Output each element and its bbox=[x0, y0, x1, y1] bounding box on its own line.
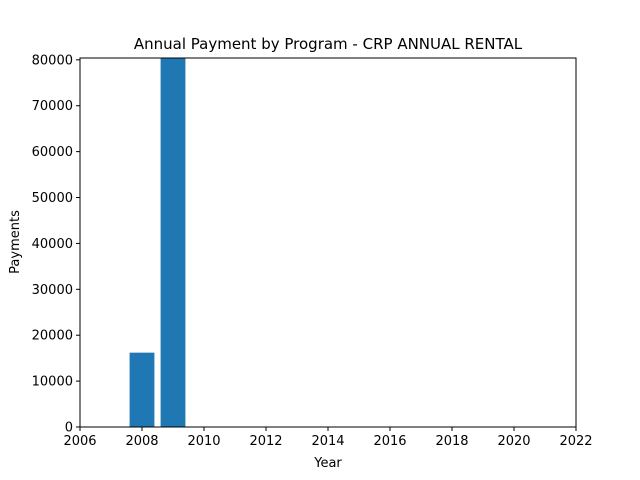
y-tick-label: 40000 bbox=[32, 237, 73, 252]
x-tick-label: 2018 bbox=[435, 434, 468, 449]
y-tick-label: 30000 bbox=[32, 283, 73, 298]
x-tick-label: 2020 bbox=[497, 434, 530, 449]
x-axis-label: Year bbox=[313, 456, 342, 471]
y-tick-label: 20000 bbox=[32, 329, 73, 344]
plot-frame bbox=[79, 57, 577, 428]
x-tick-label: 2006 bbox=[63, 434, 96, 449]
y-tick-label: 0 bbox=[65, 421, 73, 436]
bar-2009 bbox=[160, 58, 186, 427]
x-tick-label: 2022 bbox=[559, 434, 592, 449]
bars-group bbox=[129, 58, 186, 427]
chart-title: Annual Payment by Program - CRP ANNUAL R… bbox=[134, 35, 523, 53]
x-tick-label: 2016 bbox=[373, 434, 406, 449]
bar-2008 bbox=[129, 352, 155, 427]
x-tick-label: 2014 bbox=[311, 434, 344, 449]
y-tick-label: 80000 bbox=[32, 53, 73, 68]
y-tick-label: 70000 bbox=[32, 99, 73, 114]
x-tick-label: 2012 bbox=[249, 434, 282, 449]
y-axis-ticks: 0 10000 20000 30000 40000 50000 60000 70000 8000… bbox=[32, 53, 80, 436]
y-axis-label: Payments bbox=[8, 210, 23, 274]
x-tick-label: 2008 bbox=[125, 434, 158, 449]
y-tick-label: 60000 bbox=[32, 145, 73, 160]
y-tick-label: 10000 bbox=[32, 375, 73, 390]
y-tick-label: 50000 bbox=[32, 191, 73, 206]
x-tick-label: 2010 bbox=[187, 434, 220, 449]
x-axis-ticks: 2006 2008 2010 2012 2014 2016 2018 2020 2022 bbox=[63, 427, 593, 449]
